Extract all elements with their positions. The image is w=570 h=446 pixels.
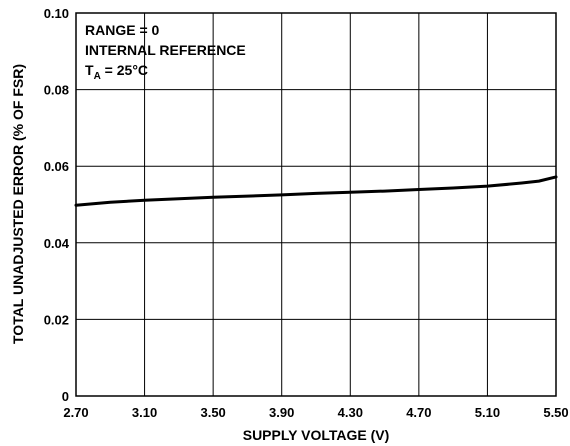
x-tick-label: 5.50 bbox=[543, 405, 568, 420]
annotation-temp-sub: A bbox=[94, 71, 101, 82]
y-tick-labels: 0 0.02 0.04 0.06 0.08 0.10 bbox=[44, 6, 70, 404]
y-tick-label: 0.02 bbox=[44, 312, 69, 327]
x-tick-label: 3.50 bbox=[200, 405, 225, 420]
x-tick-label: 4.30 bbox=[338, 405, 363, 420]
annotation-reference: INTERNAL REFERENCE bbox=[85, 42, 246, 58]
y-tick-label: 0.04 bbox=[44, 236, 70, 251]
x-tick-label: 2.70 bbox=[63, 405, 88, 420]
y-tick-label: 0.10 bbox=[44, 6, 69, 21]
x-tick-labels: 2.70 3.10 3.50 3.90 4.30 4.70 5.10 5.50 bbox=[63, 405, 568, 420]
x-axis-title: SUPPLY VOLTAGE (V) bbox=[243, 427, 390, 443]
y-tick-label: 0 bbox=[62, 389, 69, 404]
x-tick-label: 4.70 bbox=[406, 405, 431, 420]
annotation-temp-main: T bbox=[85, 62, 94, 78]
y-tick-label: 0.06 bbox=[44, 159, 69, 174]
series-line bbox=[74, 175, 558, 207]
annotation-temp-value: = 25°C bbox=[101, 62, 148, 78]
x-tick-label: 3.90 bbox=[269, 405, 294, 420]
grid bbox=[76, 13, 556, 396]
annotation-temperature: TA = 25°C bbox=[85, 62, 148, 82]
y-axis-title: TOTAL UNADJUSTED ERROR (% OF FSR) bbox=[10, 64, 26, 344]
x-tick-label: 5.10 bbox=[475, 405, 500, 420]
annotation-range: RANGE = 0 bbox=[85, 22, 160, 38]
x-tick-label: 3.10 bbox=[132, 405, 157, 420]
y-tick-label: 0.08 bbox=[44, 83, 69, 98]
